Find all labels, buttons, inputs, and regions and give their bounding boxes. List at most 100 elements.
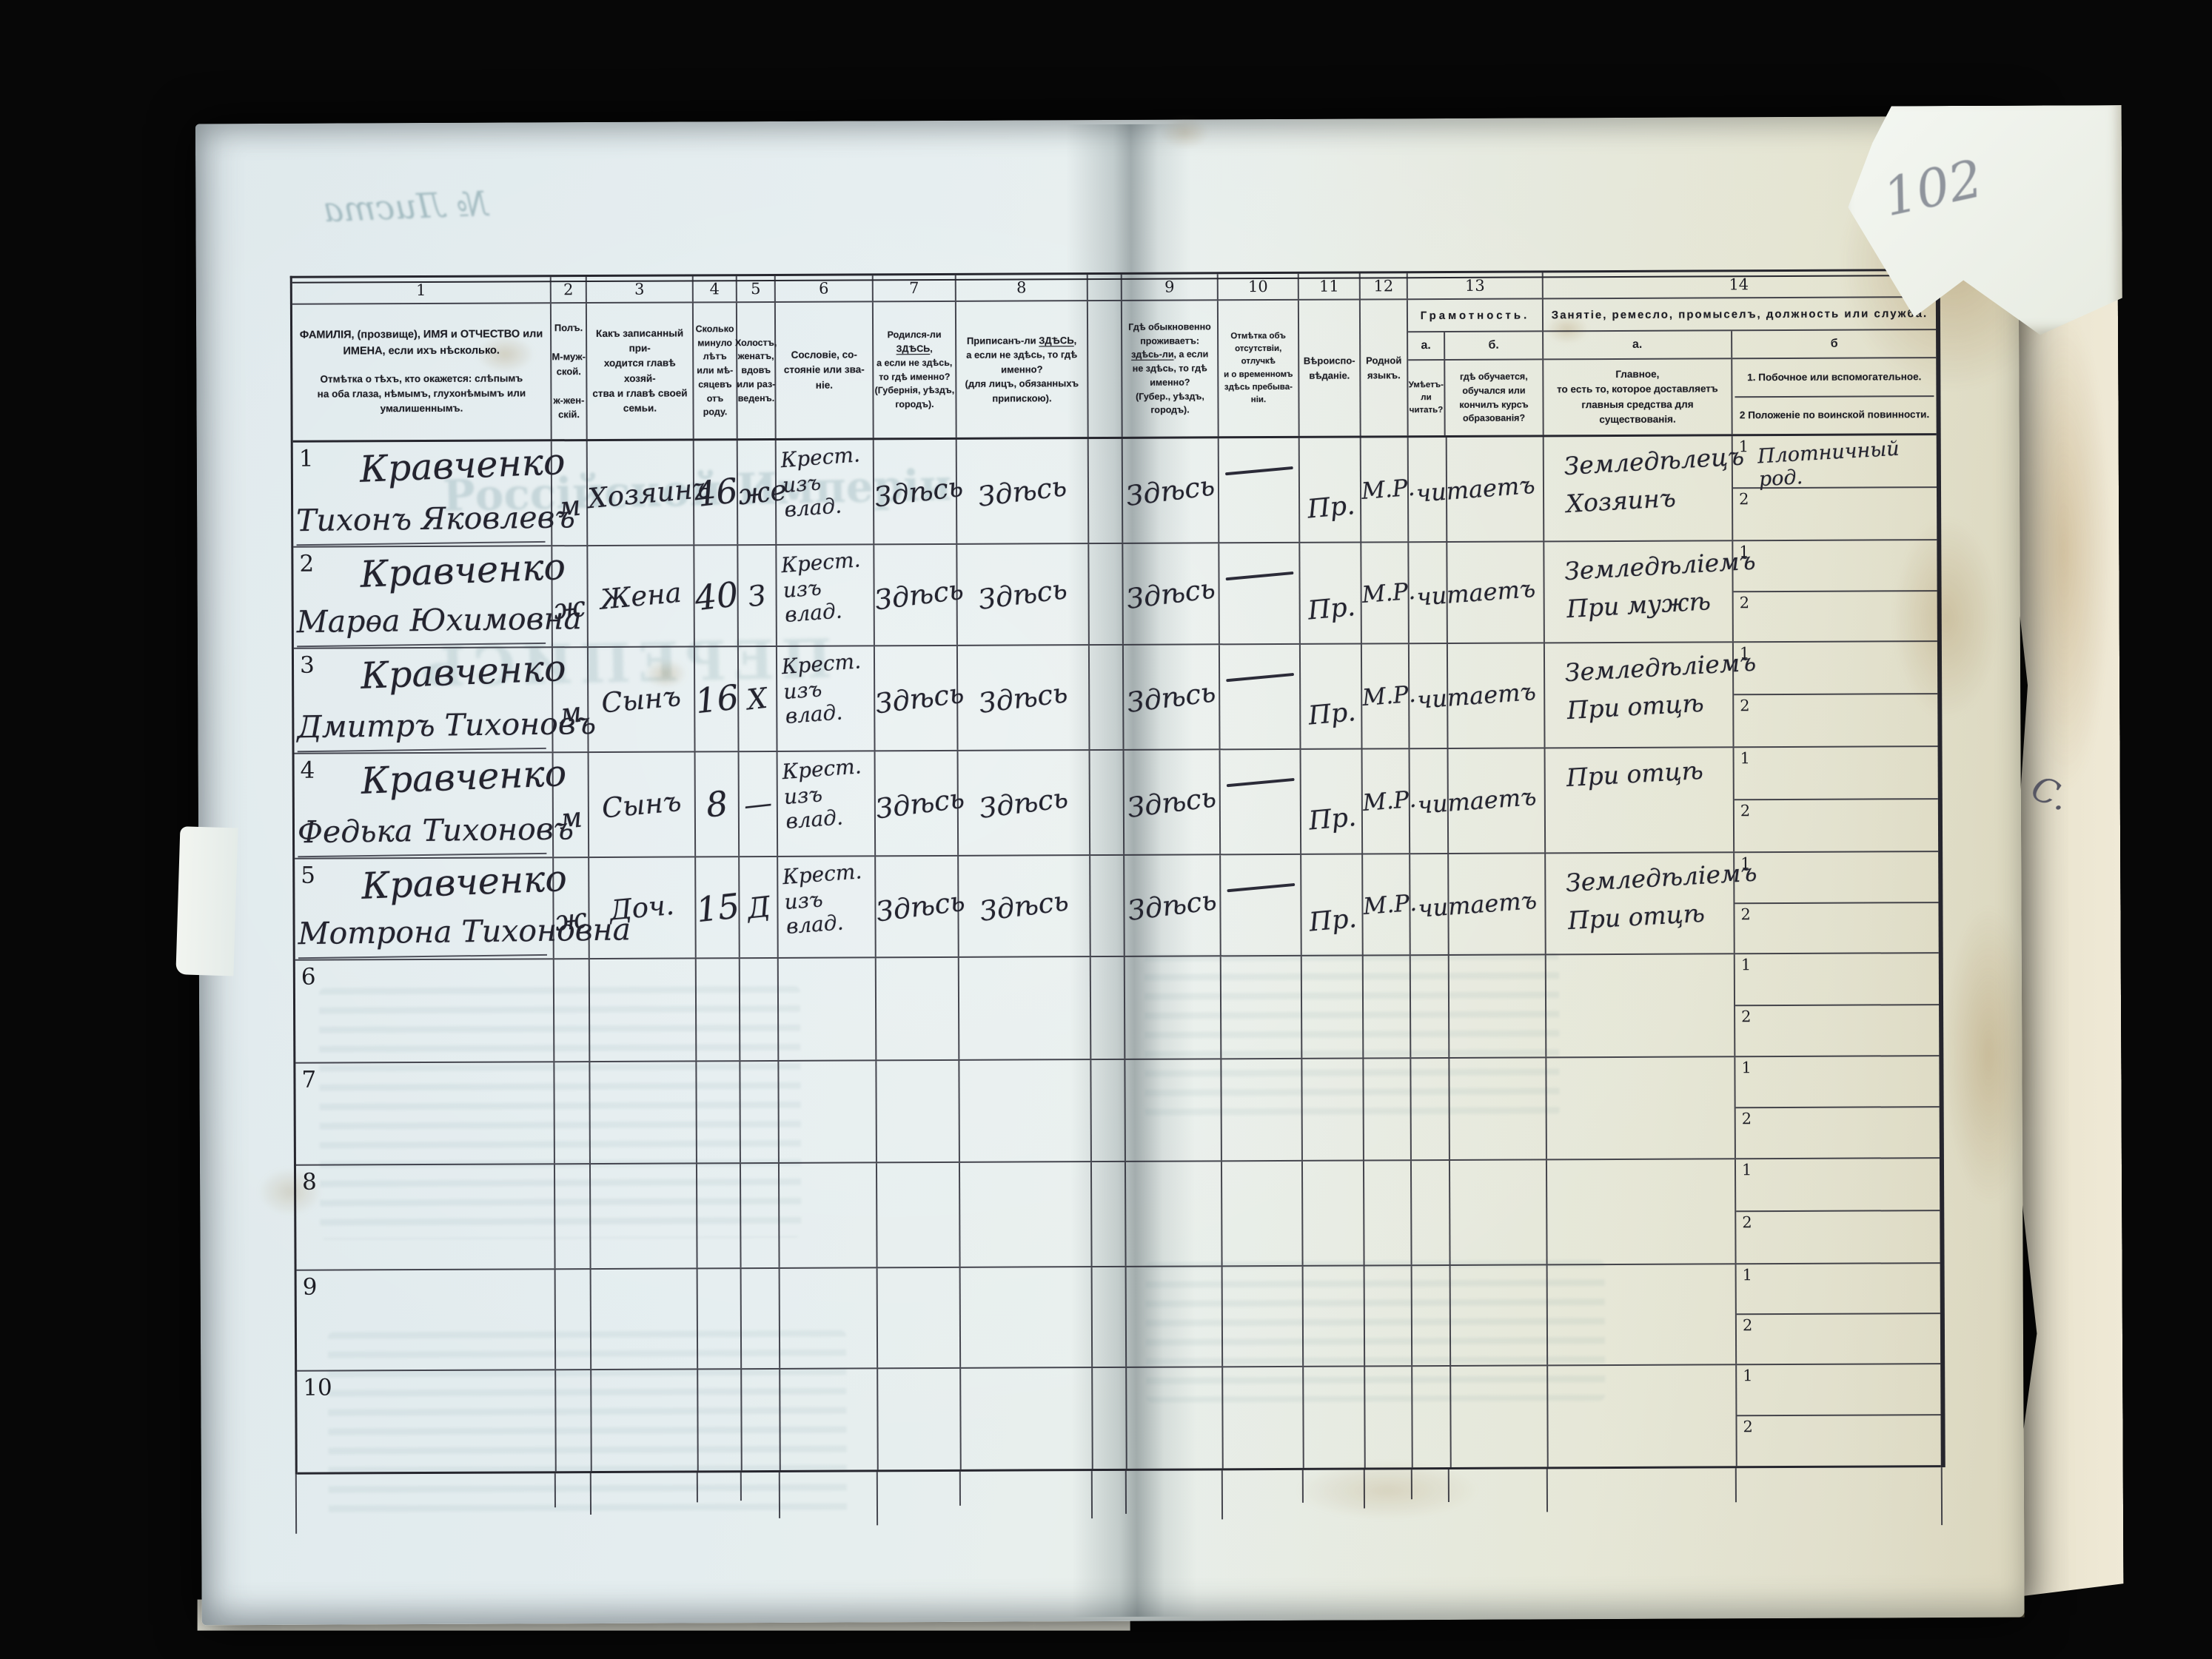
cell-absence (1219, 644, 1301, 749)
table-row: 1 Кравченко Тихонъ Яковлевъ м Хозяинъ 46 же Кре… (292, 435, 1937, 548)
line-stub (1221, 1470, 1224, 1520)
cell-name: 6 (295, 959, 555, 1062)
surname-handwriting: Кравченко (360, 647, 568, 697)
cell-occupation-main: Земледѣлецъ Хозяинъ (1544, 436, 1745, 541)
side-occupation-subcell-1: 1 Плотничный род. (1733, 435, 1937, 492)
cell-marital: Х (738, 646, 778, 751)
cell-birthplace: Здѣсь (874, 856, 967, 957)
cell-registration: Здѣсь (957, 544, 1090, 645)
cell-residence (1125, 956, 1222, 1059)
cell-age (697, 1062, 741, 1163)
row-number: 4 (300, 757, 315, 784)
subcell-marker: 1 (1739, 543, 1749, 561)
line-stub (1546, 1469, 1549, 1512)
header-text: Гдѣ обыкновенно проживаетъ: здѣсь-ли, а … (1128, 321, 1211, 416)
line-stub (1410, 1469, 1412, 1500)
cell-sex (555, 1270, 592, 1370)
side-occupation-subcell-2: 2 (1733, 589, 1937, 642)
cell-sex-handwriting: ж (552, 589, 588, 626)
header-band: ФАМИЛІЯ, (прозвище), ИМЯ и ОТЧЕСТВО или … (292, 298, 1937, 443)
absence-dash (1226, 882, 1295, 893)
literacy-subcolumn-divider (1448, 1160, 1451, 1264)
cell-birthplace (877, 1060, 960, 1162)
header-birthplace: Родился-ли ЗДѢСЬ, а если не здѣсь, то гд… (873, 301, 957, 438)
row-number: 1 (298, 445, 314, 472)
cell-language-handwriting: М.Р. (1361, 680, 1417, 711)
cell-fold-gap (1088, 438, 1124, 543)
subcell-marker: 2 (1741, 1007, 1752, 1025)
side-occupation-subcell-1: 1 (1737, 1264, 1940, 1313)
cell-religion-handwriting: Пр. (1307, 903, 1358, 938)
cell-name: 4 Кравченко Федька Тихоновъ (294, 752, 574, 858)
cell-religion (1304, 1367, 1366, 1468)
cell-age: 15 (694, 857, 742, 958)
header-occupation-title: Занятіе, ремесло, промыселъ, должность и… (1543, 298, 1937, 332)
header-text: Какъ записанный при- ходится главѣ хозяй… (592, 327, 688, 414)
side-occupation-subcell-2: 2 (1734, 693, 1938, 747)
cell-name: 10 (297, 1370, 557, 1472)
literacy-handwriting: читаетъ (1416, 782, 1538, 820)
given-name-handwriting: Тихонъ Яковлевъ (295, 499, 575, 546)
cell-religion (1302, 1059, 1364, 1160)
cell-sex-handwriting: м (557, 800, 584, 836)
side-occupation-subcell-1: 1 (1735, 953, 1939, 1005)
cell-estate: Крест. изъ влад. (776, 440, 875, 544)
cell-estate: Крест. изъ влад. (777, 646, 876, 751)
cell-relation (591, 1370, 699, 1472)
cell-relation (590, 1164, 698, 1269)
cell-absence (1221, 854, 1302, 956)
row-number: 7 (301, 1066, 317, 1093)
side-occupation-subcell-2: 2 (1734, 798, 1939, 852)
subcell-marker: 1 (1740, 956, 1752, 974)
subcell-marker: 1 (1743, 1367, 1753, 1385)
cell-absence (1221, 1059, 1303, 1161)
table-row: 5 Кравченко Мотрона Тихоновна ж Доч. 15 Д Крест… (295, 852, 1939, 961)
cell-birthplace: Здѣсь (874, 646, 965, 751)
column-number-13: 13 (1407, 272, 1544, 299)
cell-fold-gap (1090, 750, 1125, 855)
cell-occupation-main (1546, 1159, 1737, 1264)
cell-marital-handwriting: Д (745, 889, 772, 925)
header-letter-b: б. (1488, 338, 1499, 352)
cell-absence (1219, 543, 1301, 644)
header-side-occupation: 1. Побочное или вспомогательное. (1747, 370, 1922, 383)
cell-religion: Пр. (1300, 543, 1362, 643)
cell-residence-handwriting: Здѣсь (1125, 780, 1219, 824)
cell-literacy: читаетъ (1410, 748, 1546, 854)
surname-handwriting: Кравченко (359, 440, 566, 491)
cell-language: М.Р. (1362, 749, 1417, 854)
subcell-marker: 2 (1740, 697, 1750, 715)
cell-sex-handwriting: ж (553, 901, 589, 938)
literacy-subcolumn-divider (1448, 1058, 1450, 1159)
cell-absence (1223, 1367, 1304, 1469)
side-occupation-subcell-2: 2 (1735, 1003, 1940, 1056)
cell-estate-handwriting: Крест. изъ влад. (780, 442, 861, 523)
cell-estate (778, 958, 877, 1060)
subcell-marker: 1 (1740, 854, 1751, 873)
line-stub (589, 1473, 592, 1515)
cell-language-handwriting: М.Р. (1362, 889, 1418, 920)
cell-residence: Здѣсь (1122, 438, 1220, 543)
cell-birthplace: Здѣсь (874, 751, 966, 856)
row-number: 6 (301, 963, 316, 991)
cell-marital (740, 1163, 780, 1268)
cell-occupation-main (1548, 1365, 1737, 1467)
column-number-2: 2 (551, 277, 587, 303)
cell-name: 1 Кравченко Тихонъ Яковлевъ (292, 440, 575, 546)
cell-birthplace-handwriting: Здѣсь (874, 782, 967, 825)
cell-marital: З (738, 545, 777, 646)
subcell-marker: 2 (1743, 1418, 1753, 1436)
side-occupation-subcell-1: 1 (1735, 852, 1938, 902)
cell-birthplace (877, 1162, 961, 1267)
subcell-marker: 1 (1739, 644, 1750, 663)
column-number-5: 5 (737, 275, 776, 302)
row-number: 3 (299, 651, 315, 679)
cell-name: 8 (295, 1164, 556, 1270)
cell-age: 40 (693, 546, 740, 646)
cell-literacy (1411, 1058, 1547, 1160)
subcell-marker: 2 (1740, 905, 1751, 923)
header-text: Сколько минуло лѣтъ или мѣ- сяцевъ отъ р… (695, 324, 734, 418)
column-number-1: 1 (292, 277, 552, 304)
